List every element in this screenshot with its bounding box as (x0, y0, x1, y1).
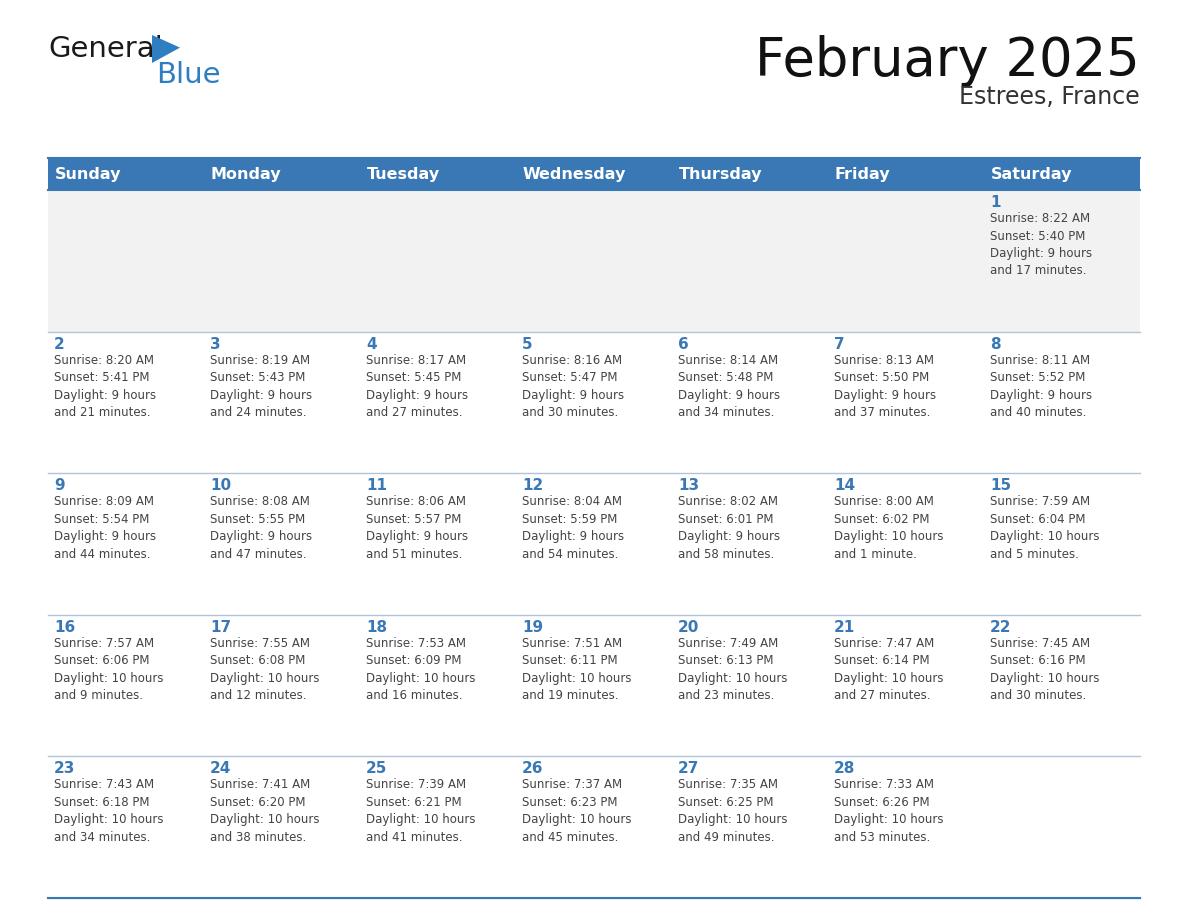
Bar (672, 158, 828, 190)
Bar (48, 756, 1140, 898)
Text: Sunrise: 8:19 AM
Sunset: 5:43 PM
Daylight: 9 hours
and 24 minutes.: Sunrise: 8:19 AM Sunset: 5:43 PM Dayligh… (210, 353, 312, 420)
Bar (48, 158, 204, 190)
Text: 19: 19 (522, 620, 543, 635)
Text: 22: 22 (990, 620, 1011, 635)
Text: 3: 3 (210, 337, 221, 352)
Text: Sunrise: 7:43 AM
Sunset: 6:18 PM
Daylight: 10 hours
and 34 minutes.: Sunrise: 7:43 AM Sunset: 6:18 PM Dayligh… (53, 778, 164, 844)
Bar (48, 190, 1140, 331)
Text: 17: 17 (210, 620, 232, 635)
Text: Sunrise: 8:17 AM
Sunset: 5:45 PM
Daylight: 9 hours
and 27 minutes.: Sunrise: 8:17 AM Sunset: 5:45 PM Dayligh… (366, 353, 468, 420)
Text: 6: 6 (678, 337, 689, 352)
Text: 8: 8 (990, 337, 1000, 352)
Text: 26: 26 (522, 761, 543, 777)
Text: 7: 7 (834, 337, 845, 352)
Text: Thursday: Thursday (680, 166, 763, 182)
Text: February 2025: February 2025 (756, 35, 1140, 87)
Text: Estrees, France: Estrees, France (959, 85, 1140, 109)
Bar (828, 158, 984, 190)
Text: Sunrise: 7:57 AM
Sunset: 6:06 PM
Daylight: 10 hours
and 9 minutes.: Sunrise: 7:57 AM Sunset: 6:06 PM Dayligh… (53, 637, 164, 702)
Text: Sunrise: 7:53 AM
Sunset: 6:09 PM
Daylight: 10 hours
and 16 minutes.: Sunrise: 7:53 AM Sunset: 6:09 PM Dayligh… (366, 637, 475, 702)
Text: Saturday: Saturday (991, 166, 1073, 182)
Text: 24: 24 (210, 761, 232, 777)
Text: Blue: Blue (156, 61, 221, 89)
Text: Sunrise: 7:59 AM
Sunset: 6:04 PM
Daylight: 10 hours
and 5 minutes.: Sunrise: 7:59 AM Sunset: 6:04 PM Dayligh… (990, 495, 1100, 561)
Text: Sunday: Sunday (55, 166, 121, 182)
Text: 4: 4 (366, 337, 377, 352)
Text: Sunrise: 8:22 AM
Sunset: 5:40 PM
Daylight: 9 hours
and 17 minutes.: Sunrise: 8:22 AM Sunset: 5:40 PM Dayligh… (990, 212, 1092, 277)
Text: 23: 23 (53, 761, 75, 777)
Text: 2: 2 (53, 337, 65, 352)
Text: 28: 28 (834, 761, 855, 777)
Text: Sunrise: 8:14 AM
Sunset: 5:48 PM
Daylight: 9 hours
and 34 minutes.: Sunrise: 8:14 AM Sunset: 5:48 PM Dayligh… (678, 353, 781, 420)
Text: 18: 18 (366, 620, 387, 635)
Text: Sunrise: 8:04 AM
Sunset: 5:59 PM
Daylight: 9 hours
and 54 minutes.: Sunrise: 8:04 AM Sunset: 5:59 PM Dayligh… (522, 495, 624, 561)
Text: Sunrise: 7:49 AM
Sunset: 6:13 PM
Daylight: 10 hours
and 23 minutes.: Sunrise: 7:49 AM Sunset: 6:13 PM Dayligh… (678, 637, 788, 702)
Text: Sunrise: 8:13 AM
Sunset: 5:50 PM
Daylight: 9 hours
and 37 minutes.: Sunrise: 8:13 AM Sunset: 5:50 PM Dayligh… (834, 353, 936, 420)
Text: Sunrise: 8:16 AM
Sunset: 5:47 PM
Daylight: 9 hours
and 30 minutes.: Sunrise: 8:16 AM Sunset: 5:47 PM Dayligh… (522, 353, 624, 420)
Text: 12: 12 (522, 478, 543, 493)
Bar (48, 331, 1140, 473)
Bar (48, 615, 1140, 756)
Text: General: General (48, 35, 163, 63)
Text: Wednesday: Wednesday (523, 166, 626, 182)
Text: Sunrise: 7:41 AM
Sunset: 6:20 PM
Daylight: 10 hours
and 38 minutes.: Sunrise: 7:41 AM Sunset: 6:20 PM Dayligh… (210, 778, 320, 844)
Bar (360, 158, 516, 190)
Text: Sunrise: 8:08 AM
Sunset: 5:55 PM
Daylight: 9 hours
and 47 minutes.: Sunrise: 8:08 AM Sunset: 5:55 PM Dayligh… (210, 495, 312, 561)
Text: Tuesday: Tuesday (367, 166, 440, 182)
Text: 13: 13 (678, 478, 699, 493)
Text: 5: 5 (522, 337, 532, 352)
Text: 27: 27 (678, 761, 700, 777)
Text: 11: 11 (366, 478, 387, 493)
Text: Sunrise: 7:35 AM
Sunset: 6:25 PM
Daylight: 10 hours
and 49 minutes.: Sunrise: 7:35 AM Sunset: 6:25 PM Dayligh… (678, 778, 788, 844)
Text: Sunrise: 7:55 AM
Sunset: 6:08 PM
Daylight: 10 hours
and 12 minutes.: Sunrise: 7:55 AM Sunset: 6:08 PM Dayligh… (210, 637, 320, 702)
Text: Sunrise: 7:45 AM
Sunset: 6:16 PM
Daylight: 10 hours
and 30 minutes.: Sunrise: 7:45 AM Sunset: 6:16 PM Dayligh… (990, 637, 1100, 702)
Bar (204, 158, 360, 190)
Bar (48, 473, 1140, 615)
Text: Monday: Monday (211, 166, 282, 182)
Text: 16: 16 (53, 620, 75, 635)
Text: 25: 25 (366, 761, 387, 777)
Text: Friday: Friday (835, 166, 891, 182)
Text: 1: 1 (990, 195, 1000, 210)
Bar (516, 158, 672, 190)
Text: Sunrise: 7:37 AM
Sunset: 6:23 PM
Daylight: 10 hours
and 45 minutes.: Sunrise: 7:37 AM Sunset: 6:23 PM Dayligh… (522, 778, 632, 844)
Text: 9: 9 (53, 478, 64, 493)
Text: 20: 20 (678, 620, 700, 635)
Text: Sunrise: 8:09 AM
Sunset: 5:54 PM
Daylight: 9 hours
and 44 minutes.: Sunrise: 8:09 AM Sunset: 5:54 PM Dayligh… (53, 495, 156, 561)
Bar (984, 158, 1140, 190)
Text: Sunrise: 7:51 AM
Sunset: 6:11 PM
Daylight: 10 hours
and 19 minutes.: Sunrise: 7:51 AM Sunset: 6:11 PM Dayligh… (522, 637, 632, 702)
Text: Sunrise: 7:39 AM
Sunset: 6:21 PM
Daylight: 10 hours
and 41 minutes.: Sunrise: 7:39 AM Sunset: 6:21 PM Dayligh… (366, 778, 475, 844)
Text: 21: 21 (834, 620, 855, 635)
Text: Sunrise: 7:33 AM
Sunset: 6:26 PM
Daylight: 10 hours
and 53 minutes.: Sunrise: 7:33 AM Sunset: 6:26 PM Dayligh… (834, 778, 943, 844)
Text: Sunrise: 8:11 AM
Sunset: 5:52 PM
Daylight: 9 hours
and 40 minutes.: Sunrise: 8:11 AM Sunset: 5:52 PM Dayligh… (990, 353, 1092, 420)
Text: Sunrise: 8:06 AM
Sunset: 5:57 PM
Daylight: 9 hours
and 51 minutes.: Sunrise: 8:06 AM Sunset: 5:57 PM Dayligh… (366, 495, 468, 561)
Text: Sunrise: 7:47 AM
Sunset: 6:14 PM
Daylight: 10 hours
and 27 minutes.: Sunrise: 7:47 AM Sunset: 6:14 PM Dayligh… (834, 637, 943, 702)
Text: Sunrise: 8:00 AM
Sunset: 6:02 PM
Daylight: 10 hours
and 1 minute.: Sunrise: 8:00 AM Sunset: 6:02 PM Dayligh… (834, 495, 943, 561)
Text: Sunrise: 8:02 AM
Sunset: 6:01 PM
Daylight: 9 hours
and 58 minutes.: Sunrise: 8:02 AM Sunset: 6:01 PM Dayligh… (678, 495, 781, 561)
Text: Sunrise: 8:20 AM
Sunset: 5:41 PM
Daylight: 9 hours
and 21 minutes.: Sunrise: 8:20 AM Sunset: 5:41 PM Dayligh… (53, 353, 156, 420)
Text: 10: 10 (210, 478, 232, 493)
Polygon shape (152, 35, 181, 63)
Text: 15: 15 (990, 478, 1011, 493)
Text: 14: 14 (834, 478, 855, 493)
